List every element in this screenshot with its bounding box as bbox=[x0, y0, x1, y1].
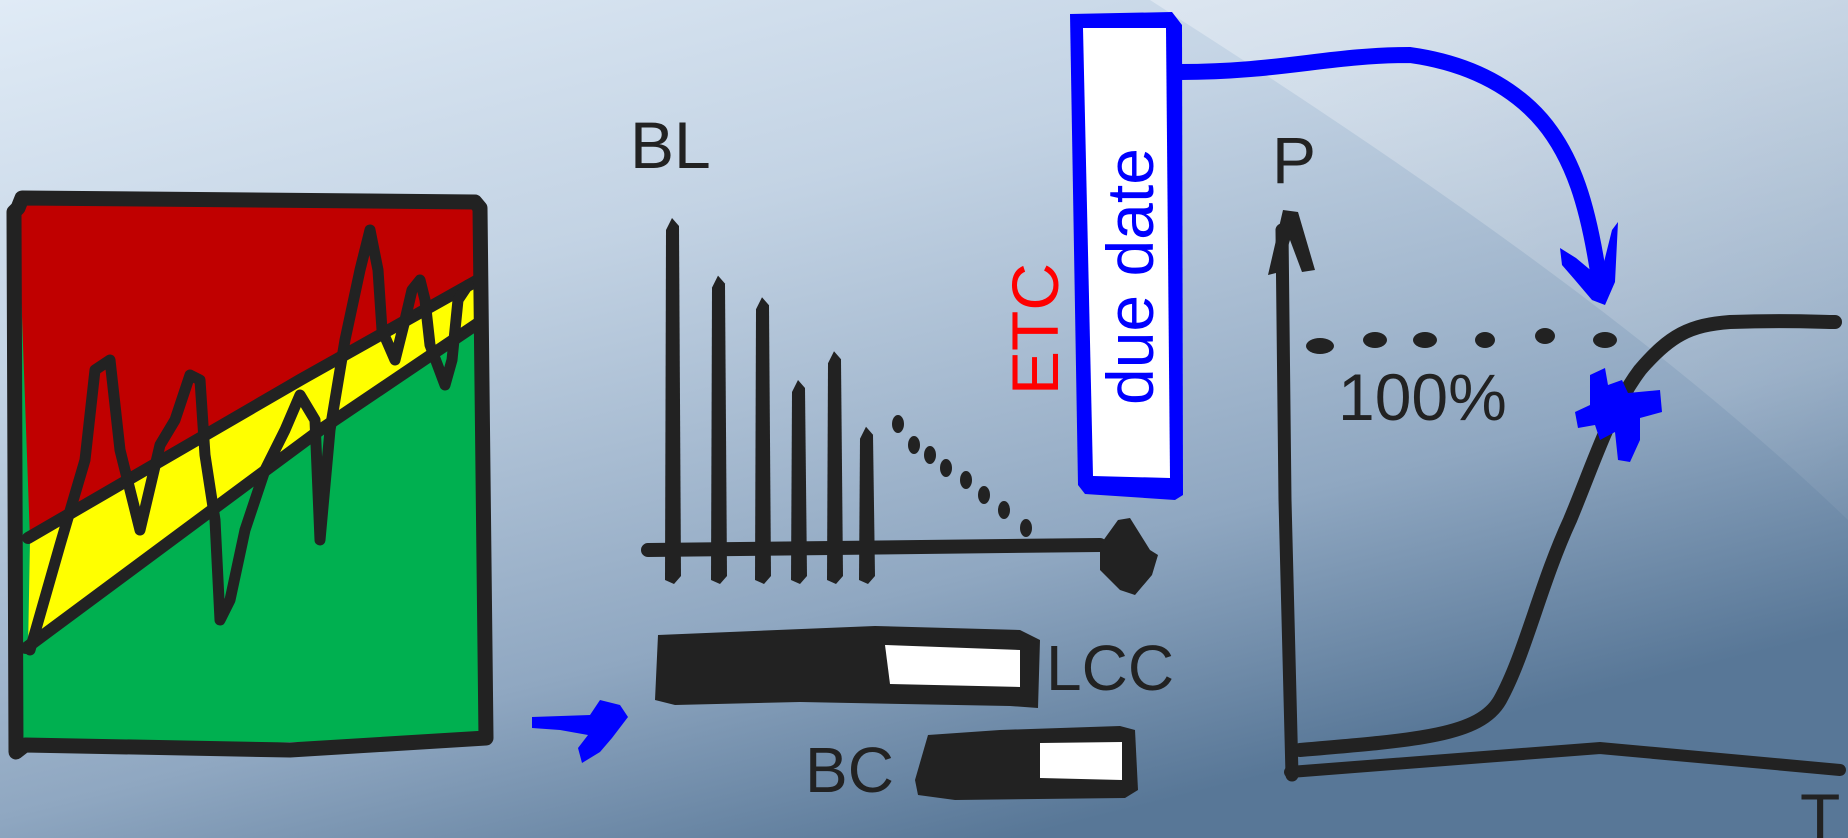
s-curve-chart: P T 100% bbox=[1268, 123, 1846, 838]
bl-baseline-end bbox=[1100, 518, 1158, 595]
etc-label: ETC bbox=[998, 263, 1072, 395]
bl-spikes bbox=[665, 218, 875, 584]
bl-spike bbox=[859, 426, 875, 584]
risk-zone-panel bbox=[6, 190, 494, 760]
bl-label: BL bbox=[630, 108, 711, 182]
right-arrow-icon bbox=[532, 700, 628, 763]
lcc-bar-fill bbox=[885, 645, 1020, 687]
bl-spike bbox=[665, 218, 681, 584]
p-axis-label: P bbox=[1272, 123, 1316, 197]
lcc-bar: LCC bbox=[655, 626, 1174, 708]
bl-spike bbox=[755, 297, 771, 584]
yellow-band-upper-line bbox=[22, 274, 484, 544]
x-axis bbox=[1284, 741, 1846, 778]
due-date-box: due date bbox=[1070, 12, 1183, 500]
volatility-line bbox=[24, 224, 474, 656]
panel-frame bbox=[6, 190, 494, 760]
percent-label: 100% bbox=[1338, 360, 1507, 434]
light-beam bbox=[1150, 0, 1848, 520]
bl-spike bbox=[827, 351, 843, 584]
t-axis-label: T bbox=[1800, 780, 1840, 838]
bc-bar: BC bbox=[805, 726, 1138, 806]
bc-bar-fill bbox=[1040, 742, 1122, 780]
y-axis bbox=[1275, 223, 1299, 782]
curved-arrow-icon bbox=[1172, 46, 1618, 305]
hundred-percent-line bbox=[1306, 328, 1617, 354]
s-curve bbox=[1293, 314, 1842, 757]
bl-decay-dots bbox=[892, 415, 1032, 537]
burst-icon bbox=[1575, 368, 1662, 462]
y-axis-arrowhead bbox=[1268, 210, 1315, 275]
bl-spike bbox=[711, 275, 727, 584]
lcc-label: LCC bbox=[1046, 632, 1174, 704]
bl-spike bbox=[791, 380, 807, 584]
due-date-label: due date bbox=[1093, 148, 1167, 405]
bc-label: BC bbox=[805, 734, 894, 806]
bl-chart: BL bbox=[630, 108, 1158, 595]
red-zone bbox=[18, 205, 478, 540]
